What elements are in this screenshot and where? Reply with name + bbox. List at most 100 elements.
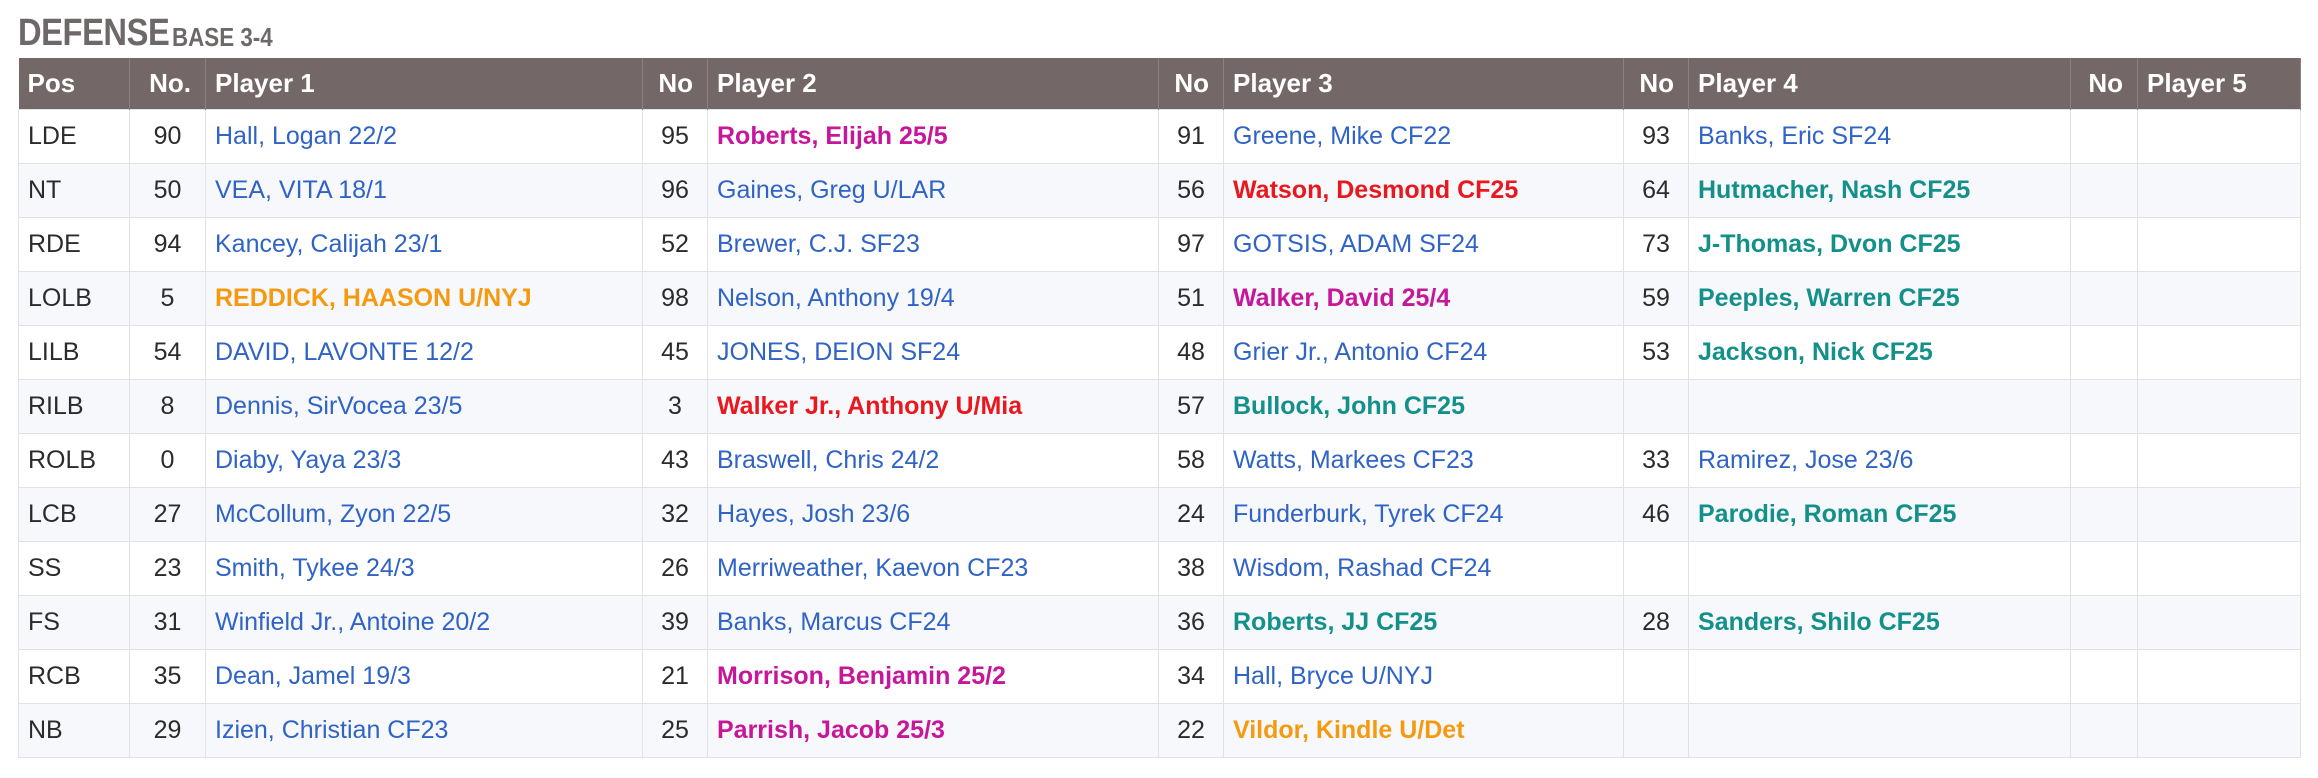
player-cell bbox=[2137, 594, 2301, 650]
player-cell: Merriweather, Kaevon CF23 bbox=[707, 540, 1159, 596]
table-row: LDE 90 Hall, Logan 22/2 95 Roberts, Elijah 2… bbox=[18, 108, 2301, 164]
position-cell: SS bbox=[18, 540, 130, 596]
player-cell: Roberts, JJ CF25 bbox=[1223, 594, 1624, 650]
player-cell: Nelson, Anthony 19/4 bbox=[707, 270, 1159, 326]
player-cell bbox=[2137, 378, 2301, 434]
player-link[interactable]: Braswell, Chris 24/2 bbox=[717, 445, 940, 474]
player-link[interactable]: Wisdom, Rashad CF24 bbox=[1233, 553, 1492, 582]
player-cell bbox=[2137, 432, 2301, 488]
player-link[interactable]: Bullock, John CF25 bbox=[1233, 391, 1465, 420]
jersey-number-cell bbox=[2070, 270, 2138, 326]
player-cell: Banks, Eric SF24 bbox=[1688, 108, 2071, 164]
player-link[interactable]: Hayes, Josh 23/6 bbox=[717, 499, 911, 528]
player-link[interactable]: Walker, David 25/4 bbox=[1233, 283, 1451, 312]
player-link[interactable]: Watts, Markees CF23 bbox=[1233, 445, 1474, 474]
player-link[interactable]: Jackson, Nick CF25 bbox=[1698, 337, 1933, 366]
player-link[interactable]: Gaines, Greg U/LAR bbox=[717, 175, 947, 204]
player-link[interactable]: Funderburk, Tyrek CF24 bbox=[1233, 499, 1504, 528]
player-link[interactable]: Sanders, Shilo CF25 bbox=[1698, 607, 1940, 636]
player-link[interactable]: Parodie, Roman CF25 bbox=[1698, 499, 1957, 528]
player-cell: JONES, DEION SF24 bbox=[707, 324, 1159, 380]
player-link[interactable]: J-Thomas, Dvon CF25 bbox=[1698, 229, 1961, 258]
table-body: LDE 90 Hall, Logan 22/2 95 Roberts, Elijah 2… bbox=[18, 108, 2301, 758]
player-link[interactable]: REDDICK, HAASON U/NYJ bbox=[215, 283, 532, 312]
section-heading: DEFENSE BASE 3-4 bbox=[18, 0, 2300, 58]
player-link[interactable]: Hall, Bryce U/NYJ bbox=[1233, 661, 1434, 690]
table-row: NT 50 VEA, VITA 18/1 96 Gaines, Greg U/LAR 56… bbox=[18, 162, 2301, 218]
player-link[interactable]: Vildor, Kindle U/Det bbox=[1233, 715, 1465, 744]
player-cell: Grier Jr., Antonio CF24 bbox=[1223, 324, 1624, 380]
depth-chart-table: Pos No. Player 1 No Player 2 No Player 3… bbox=[18, 58, 2301, 758]
jersey-number-cell bbox=[2070, 648, 2138, 704]
player-cell bbox=[2137, 162, 2301, 218]
jersey-number-cell: 59 bbox=[1623, 270, 1689, 326]
player-link[interactable]: Banks, Eric SF24 bbox=[1698, 121, 1892, 150]
player-cell bbox=[2137, 108, 2301, 164]
jersey-number-cell: 35 bbox=[129, 648, 206, 704]
player-link[interactable]: Diaby, Yaya 23/3 bbox=[215, 445, 402, 474]
player-link[interactable]: Watson, Desmond CF25 bbox=[1233, 175, 1519, 204]
column-header-no: No bbox=[1623, 58, 1689, 109]
jersey-number-cell: 96 bbox=[642, 162, 708, 218]
player-link[interactable]: Roberts, Elijah 25/5 bbox=[717, 121, 948, 150]
player-link[interactable]: Nelson, Anthony 19/4 bbox=[717, 283, 955, 312]
position-cell: LCB bbox=[18, 486, 130, 542]
player-link[interactable]: Hall, Logan 22/2 bbox=[215, 121, 398, 150]
player-link[interactable]: Greene, Mike CF22 bbox=[1233, 121, 1452, 150]
player-cell bbox=[2137, 270, 2301, 326]
player-link[interactable]: VEA, VITA 18/1 bbox=[215, 175, 387, 204]
jersey-number-cell bbox=[2070, 594, 2138, 650]
jersey-number-cell bbox=[2070, 540, 2138, 596]
player-link[interactable]: JONES, DEION SF24 bbox=[717, 337, 961, 366]
jersey-number-cell: 46 bbox=[1623, 486, 1689, 542]
player-link[interactable]: Merriweather, Kaevon CF23 bbox=[717, 553, 1029, 582]
player-link[interactable]: Smith, Tykee 24/3 bbox=[215, 553, 415, 582]
player-cell: REDDICK, HAASON U/NYJ bbox=[205, 270, 643, 326]
player-link[interactable]: Dean, Jamel 19/3 bbox=[215, 661, 411, 690]
player-link[interactable]: Morrison, Benjamin 25/2 bbox=[717, 661, 1006, 690]
position-cell: RCB bbox=[18, 648, 130, 704]
player-link[interactable]: Banks, Marcus CF24 bbox=[717, 607, 951, 636]
player-cell: Morrison, Benjamin 25/2 bbox=[707, 648, 1159, 704]
player-cell: Wisdom, Rashad CF24 bbox=[1223, 540, 1624, 596]
jersey-number-cell: 54 bbox=[129, 324, 206, 380]
jersey-number-cell: 91 bbox=[1158, 108, 1224, 164]
player-link[interactable]: Peeples, Warren CF25 bbox=[1698, 283, 1960, 312]
player-cell: Bullock, John CF25 bbox=[1223, 378, 1624, 434]
player-link[interactable]: GOTSIS, ADAM SF24 bbox=[1233, 229, 1479, 258]
player-link[interactable]: McCollum, Zyon 22/5 bbox=[215, 499, 452, 528]
jersey-number-cell: 27 bbox=[129, 486, 206, 542]
player-link[interactable]: Hutmacher, Nash CF25 bbox=[1698, 175, 1971, 204]
column-header-player-1: Player 1 bbox=[205, 58, 643, 109]
player-link[interactable]: Kancey, Calijah 23/1 bbox=[215, 229, 443, 258]
table-row: FS 31 Winfield Jr., Antoine 20/2 39 Banks, M… bbox=[18, 594, 2301, 650]
player-link[interactable]: Roberts, JJ CF25 bbox=[1233, 607, 1438, 636]
player-link[interactable]: Dennis, SirVocea 23/5 bbox=[215, 391, 463, 420]
jersey-number-cell: 31 bbox=[129, 594, 206, 650]
section-title: DEFENSE bbox=[18, 12, 170, 54]
player-cell: Hall, Logan 22/2 bbox=[205, 108, 643, 164]
player-link[interactable]: Ramirez, Jose 23/6 bbox=[1698, 445, 1914, 474]
player-link[interactable]: Grier Jr., Antonio CF24 bbox=[1233, 337, 1488, 366]
jersey-number-cell bbox=[1623, 702, 1689, 758]
player-link[interactable]: Winfield Jr., Antoine 20/2 bbox=[215, 607, 491, 636]
jersey-number-cell: 36 bbox=[1158, 594, 1224, 650]
jersey-number-cell: 58 bbox=[1158, 432, 1224, 488]
table-row: SS 23 Smith, Tykee 24/3 26 Merriweather, Kae… bbox=[18, 540, 2301, 596]
player-cell: Watts, Markees CF23 bbox=[1223, 432, 1624, 488]
player-link[interactable]: DAVID, LAVONTE 12/2 bbox=[215, 337, 474, 366]
player-cell: Braswell, Chris 24/2 bbox=[707, 432, 1159, 488]
player-link[interactable]: Izien, Christian CF23 bbox=[215, 715, 449, 744]
table-header: Pos No. Player 1 No Player 2 No Player 3… bbox=[18, 58, 2301, 109]
player-link[interactable]: Walker Jr., Anthony U/Mia bbox=[717, 391, 1023, 420]
jersey-number-cell: 0 bbox=[129, 432, 206, 488]
player-link[interactable]: Brewer, C.J. SF23 bbox=[717, 229, 920, 258]
jersey-number-cell bbox=[2070, 324, 2138, 380]
player-cell: Dennis, SirVocea 23/5 bbox=[205, 378, 643, 434]
jersey-number-cell: 8 bbox=[129, 378, 206, 434]
player-cell: McCollum, Zyon 22/5 bbox=[205, 486, 643, 542]
jersey-number-cell: 50 bbox=[129, 162, 206, 218]
table-row: RILB 8 Dennis, SirVocea 23/5 3 Walker Jr., A… bbox=[18, 378, 2301, 434]
jersey-number-cell: 56 bbox=[1158, 162, 1224, 218]
player-link[interactable]: Parrish, Jacob 25/3 bbox=[717, 715, 945, 744]
